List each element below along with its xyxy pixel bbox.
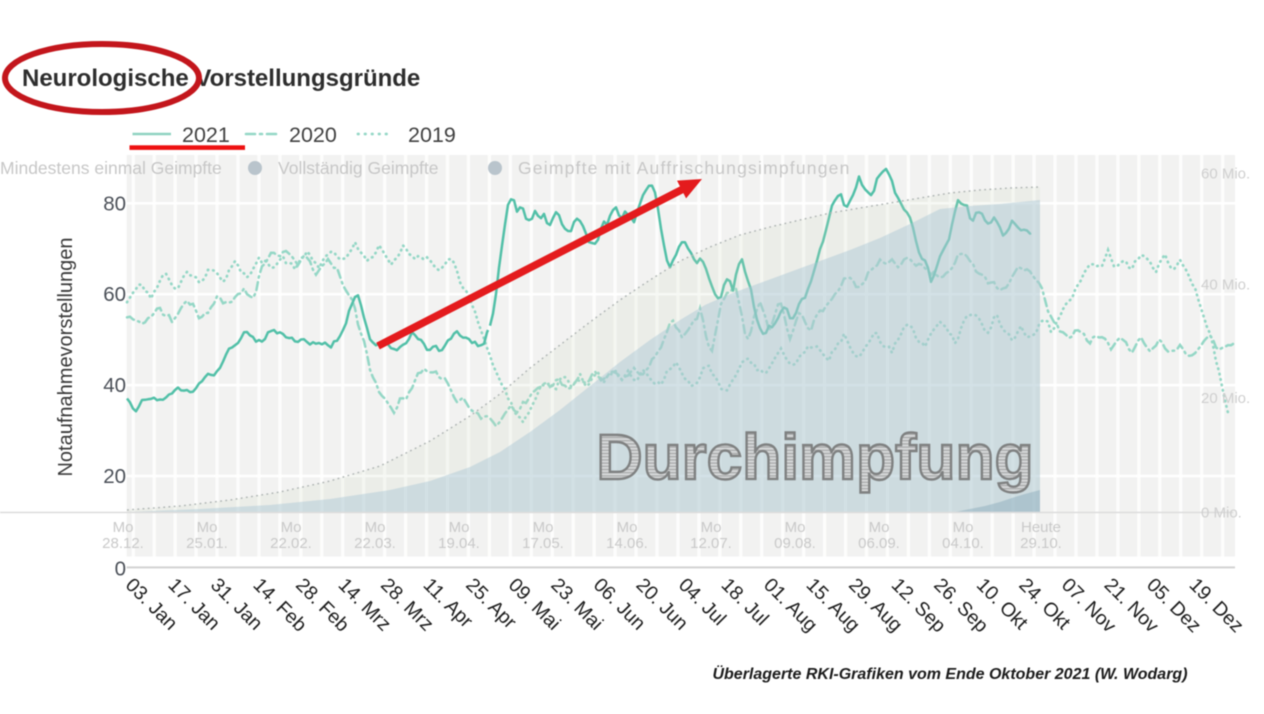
svg-text:Mo: Mo bbox=[365, 519, 386, 536]
svg-text:19.04.: 19.04. bbox=[438, 535, 480, 552]
svg-text:Mo: Mo bbox=[197, 519, 218, 536]
svg-text:0 Mio.: 0 Mio. bbox=[1201, 505, 1242, 522]
svg-text:2020: 2020 bbox=[289, 123, 337, 147]
svg-text:Neurologische Vorstellungsgrün: Neurologische Vorstellungsgründe bbox=[22, 65, 420, 92]
svg-text:Mo: Mo bbox=[533, 519, 554, 536]
svg-text:Mo: Mo bbox=[449, 519, 470, 536]
svg-text:Mo: Mo bbox=[701, 519, 722, 536]
svg-text:12.07.: 12.07. bbox=[690, 535, 732, 552]
svg-text:Überlagerte RKI-Grafiken vom E: Überlagerte RKI-Grafiken vom Ende Oktobe… bbox=[712, 664, 1187, 683]
svg-text:Mo: Mo bbox=[869, 519, 890, 536]
svg-text:28.12.: 28.12. bbox=[102, 535, 144, 552]
svg-text:17.05.: 17.05. bbox=[522, 535, 564, 552]
svg-text:80: 80 bbox=[103, 192, 126, 215]
svg-text:2019: 2019 bbox=[408, 123, 456, 147]
svg-text:Mo: Mo bbox=[785, 519, 806, 536]
svg-text:09.08.: 09.08. bbox=[774, 535, 816, 552]
svg-text:Geimpfte mit Auffrischungsimpf: Geimpfte mit Auffrischungsimpfungen bbox=[518, 158, 851, 178]
svg-text:25.01.: 25.01. bbox=[186, 535, 228, 552]
svg-text:40 Mio.: 40 Mio. bbox=[1201, 277, 1250, 294]
svg-text:20: 20 bbox=[103, 465, 126, 488]
svg-text:Mo: Mo bbox=[113, 519, 134, 536]
svg-text:0: 0 bbox=[115, 557, 126, 580]
svg-text:22.02.: 22.02. bbox=[270, 535, 312, 552]
svg-text:Mo: Mo bbox=[617, 519, 638, 536]
svg-text:Notaufnahmevorstellungen: Notaufnahmevorstellungen bbox=[55, 237, 77, 476]
svg-text:04.10.: 04.10. bbox=[942, 535, 984, 552]
svg-text:2021: 2021 bbox=[182, 123, 230, 147]
svg-text:Vollständig Geimpfte: Vollständig Geimpfte bbox=[278, 158, 439, 178]
svg-text:60 Mio.: 60 Mio. bbox=[1201, 166, 1250, 183]
svg-text:22.03.: 22.03. bbox=[354, 535, 396, 552]
svg-text:Mo: Mo bbox=[953, 519, 974, 536]
svg-text:Mo: Mo bbox=[281, 519, 302, 536]
svg-text:60: 60 bbox=[103, 283, 126, 306]
svg-text:14.06.: 14.06. bbox=[606, 535, 648, 552]
svg-text:Mindestens einmal Geimpfte: Mindestens einmal Geimpfte bbox=[0, 158, 222, 178]
svg-text:20 Mio.: 20 Mio. bbox=[1201, 390, 1250, 407]
svg-text:06.09.: 06.09. bbox=[858, 535, 900, 552]
svg-text:29.10.: 29.10. bbox=[1020, 535, 1062, 552]
svg-text:Durchimpfung: Durchimpfung bbox=[596, 421, 1033, 493]
svg-text:40: 40 bbox=[103, 374, 126, 397]
svg-text:Heute: Heute bbox=[1021, 519, 1061, 536]
